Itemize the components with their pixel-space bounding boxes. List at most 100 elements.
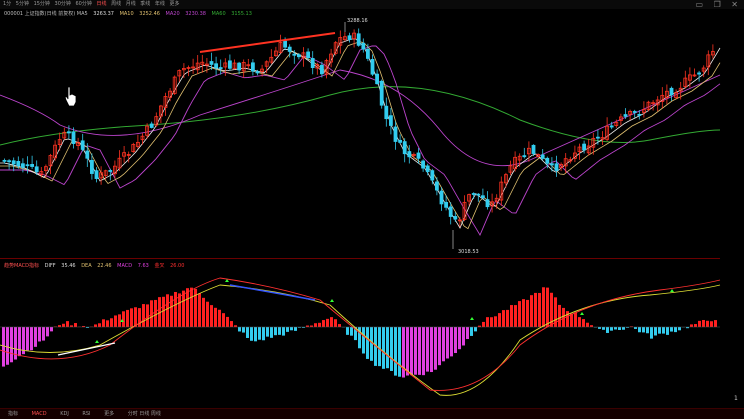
- bottom-tab-5[interactable]: 更多: [100, 409, 118, 418]
- macd-bar: [290, 327, 293, 330]
- candle-body: [431, 171, 434, 180]
- macd-bar: [166, 294, 169, 327]
- macd-bar: [522, 299, 525, 327]
- macd-bar: [570, 314, 573, 327]
- macd-bar: [466, 327, 469, 339]
- bottom-tab-3[interactable]: KDJ: [56, 410, 73, 418]
- macd-bar: [438, 327, 441, 365]
- candle-body: [403, 142, 406, 154]
- macd-bar: [130, 308, 133, 327]
- candle-body: [472, 193, 475, 194]
- bottom-tab-1[interactable]: 指标: [4, 409, 22, 418]
- macd-bar: [98, 323, 101, 327]
- candle-body: [81, 141, 84, 150]
- macd-bar: [698, 321, 701, 327]
- candle-body: [523, 156, 526, 157]
- candle-body: [366, 49, 369, 58]
- macd-bar: [178, 293, 181, 327]
- candle-body: [583, 144, 586, 150]
- candle-body: [293, 54, 296, 55]
- macd-bar: [382, 327, 385, 369]
- macd-bar: [654, 327, 657, 335]
- macd-bar: [350, 327, 353, 336]
- cross-marker: [330, 299, 334, 302]
- cross-marker: [470, 317, 474, 320]
- macd-bar: [690, 324, 693, 327]
- candle-body: [445, 202, 448, 207]
- macd-bar: [334, 319, 337, 327]
- high-annotation: 3288.16: [347, 18, 368, 24]
- candle-body: [555, 164, 558, 171]
- candle-body: [362, 43, 365, 49]
- macd-bar: [50, 327, 53, 331]
- candle-body: [311, 58, 314, 67]
- macd-bar: [530, 295, 533, 327]
- candle-body: [210, 62, 213, 65]
- macd-bar: [386, 327, 389, 368]
- macd-bar: [270, 327, 273, 338]
- macd-bar: [2, 327, 5, 367]
- candle-body: [376, 74, 379, 84]
- candle-body: [454, 216, 457, 219]
- candle-body: [435, 182, 438, 190]
- bottom-tab-4[interactable]: RSI: [78, 410, 94, 418]
- macd-bar: [614, 327, 617, 329]
- candle-body: [109, 170, 112, 171]
- macd-bar: [30, 327, 33, 350]
- macd-bar: [534, 293, 537, 327]
- candle-body: [417, 153, 420, 158]
- macd-bar: [254, 327, 257, 341]
- macd-bar: [558, 305, 561, 327]
- candle-body: [95, 171, 98, 179]
- macd-bar: [202, 298, 205, 327]
- macd-bar: [710, 321, 713, 327]
- candle-body: [633, 111, 636, 112]
- macd-bar: [106, 320, 109, 327]
- macd-bar: [338, 324, 341, 327]
- candle-body: [228, 61, 231, 68]
- candle-body: [320, 65, 323, 74]
- candle-body: [150, 124, 153, 128]
- macd-bar: [638, 327, 641, 332]
- candle-body: [297, 55, 300, 57]
- candle-body: [90, 160, 93, 173]
- candle-body: [284, 41, 287, 47]
- macd-bar: [506, 310, 509, 327]
- macd-bar: [574, 313, 577, 327]
- macd-bar: [330, 317, 333, 327]
- macd-bar: [470, 327, 473, 336]
- macd-bar: [422, 327, 425, 375]
- candle-body: [86, 151, 89, 158]
- macd-bar: [266, 327, 269, 337]
- macd-bar: [134, 307, 137, 327]
- candle-body: [307, 52, 310, 58]
- macd-bar: [450, 327, 453, 356]
- macd-bar: [642, 327, 645, 332]
- macd-bar: [58, 325, 61, 327]
- macd-bar: [670, 327, 673, 332]
- macd-bar: [610, 327, 613, 331]
- macd-bar: [362, 327, 365, 354]
- macd-bar: [318, 323, 321, 327]
- macd-bar: [510, 305, 513, 327]
- bottom-tab-2[interactable]: MACD: [28, 410, 51, 418]
- macd-bar: [390, 327, 393, 371]
- candle-body: [638, 114, 641, 115]
- macd-bar: [46, 327, 49, 336]
- candle-body: [546, 158, 549, 163]
- macd-bar: [6, 327, 9, 365]
- macd-bar: [162, 297, 165, 327]
- macd-bar: [674, 327, 677, 332]
- macd-bar: [10, 327, 13, 362]
- macd-bar: [514, 305, 517, 327]
- macd-bar: [262, 327, 265, 340]
- macd-bar: [598, 327, 601, 329]
- macd-bar: [502, 310, 505, 327]
- macd-bar: [426, 327, 429, 372]
- cross-marker: [580, 312, 584, 315]
- macd-bar: [154, 300, 157, 327]
- macd-bar: [406, 327, 409, 376]
- candle-body: [449, 207, 452, 217]
- macd-bar: [430, 327, 433, 372]
